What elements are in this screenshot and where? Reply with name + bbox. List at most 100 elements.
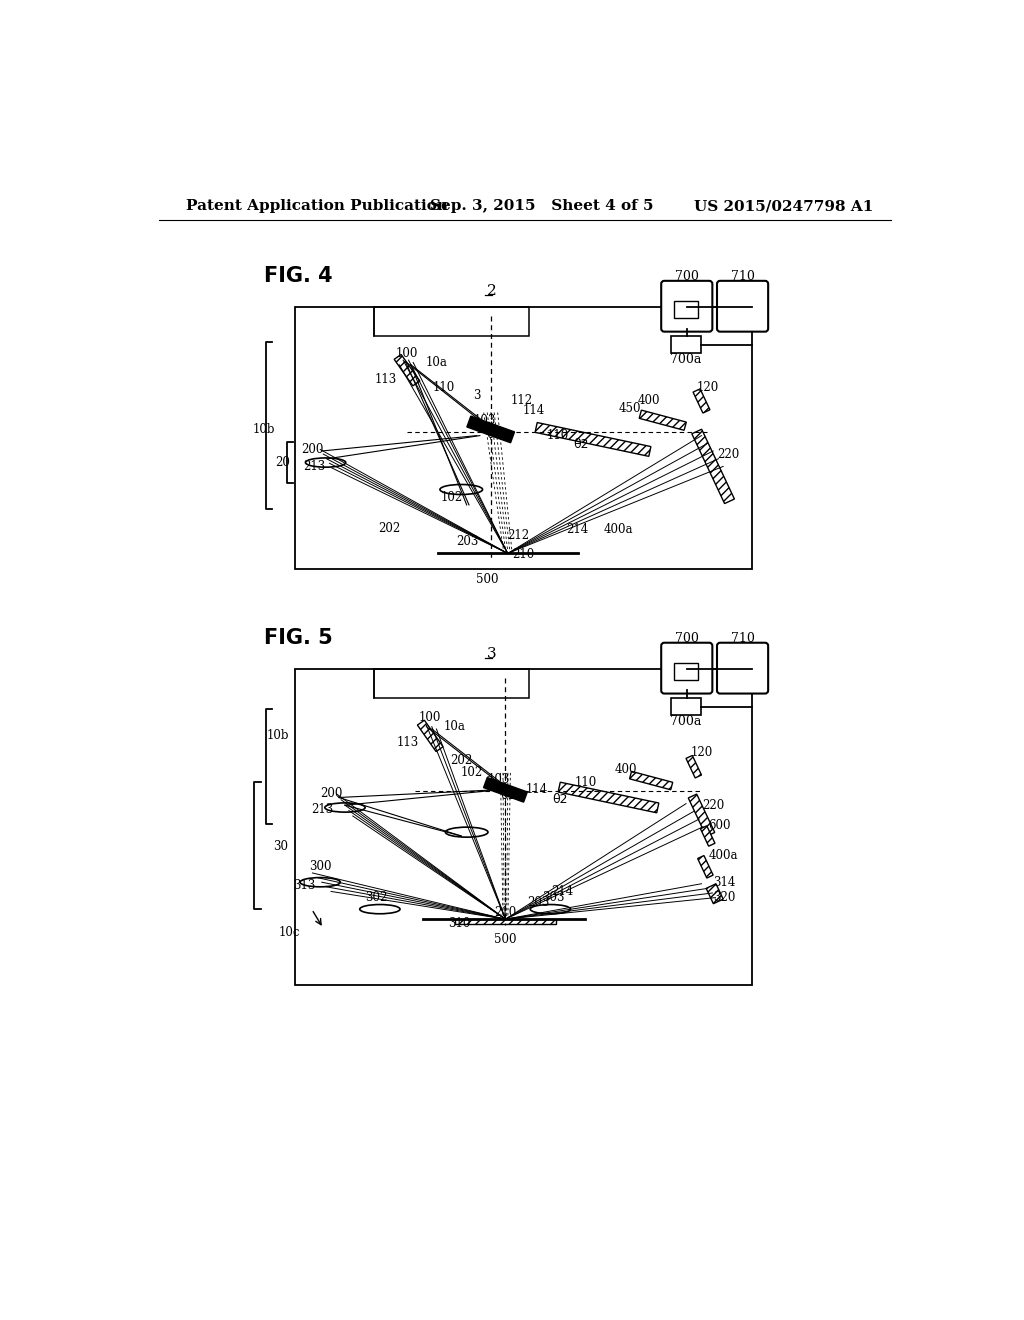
- Text: 30: 30: [273, 840, 288, 853]
- FancyBboxPatch shape: [662, 281, 713, 331]
- Text: 10a: 10a: [426, 356, 447, 370]
- Text: 10c: 10c: [279, 925, 300, 939]
- Text: θ2: θ2: [573, 438, 589, 451]
- Polygon shape: [697, 855, 713, 878]
- Text: 203: 203: [457, 536, 478, 548]
- Text: 600: 600: [708, 818, 730, 832]
- Text: 210: 210: [495, 907, 516, 920]
- Text: 400: 400: [615, 763, 638, 776]
- Bar: [375, 308, 529, 337]
- Text: 200: 200: [301, 444, 324, 455]
- Text: Sep. 3, 2015   Sheet 4 of 5: Sep. 3, 2015 Sheet 4 of 5: [430, 199, 653, 213]
- FancyBboxPatch shape: [662, 643, 713, 693]
- Text: 20: 20: [274, 455, 290, 469]
- Text: 700a: 700a: [671, 715, 701, 729]
- Text: 450: 450: [618, 403, 641, 416]
- Ellipse shape: [300, 878, 340, 887]
- Polygon shape: [692, 429, 734, 503]
- Text: 500: 500: [495, 933, 517, 946]
- Text: 212: 212: [507, 529, 528, 543]
- Text: 100: 100: [419, 711, 441, 723]
- Text: 302: 302: [365, 891, 387, 904]
- Text: 310: 310: [449, 916, 471, 929]
- Text: 320: 320: [714, 891, 736, 904]
- Text: 213: 213: [311, 804, 334, 816]
- Polygon shape: [536, 422, 651, 457]
- Text: θ2: θ2: [552, 792, 567, 805]
- Text: 10a: 10a: [444, 721, 466, 733]
- Text: 500: 500: [475, 573, 498, 586]
- Ellipse shape: [325, 803, 366, 812]
- Bar: [295, 669, 752, 985]
- Text: 3: 3: [473, 389, 480, 403]
- Text: 700a: 700a: [671, 354, 701, 366]
- Polygon shape: [467, 416, 514, 442]
- Text: FIG. 4: FIG. 4: [263, 267, 332, 286]
- Text: FIG. 5: FIG. 5: [263, 628, 333, 648]
- Text: 100: 100: [396, 347, 418, 360]
- Text: 314: 314: [714, 875, 736, 888]
- Text: 214: 214: [566, 523, 589, 536]
- Polygon shape: [700, 826, 715, 846]
- Text: 113: 113: [396, 735, 419, 748]
- Text: 103: 103: [487, 772, 510, 785]
- Text: 102: 102: [461, 767, 483, 779]
- Text: 112: 112: [511, 395, 532, 408]
- Polygon shape: [693, 389, 710, 413]
- Bar: [295, 308, 752, 569]
- Text: 400a: 400a: [709, 849, 738, 862]
- Text: 114: 114: [523, 404, 545, 417]
- Text: 200: 200: [321, 787, 343, 800]
- Text: US 2015/0247798 A1: US 2015/0247798 A1: [693, 199, 873, 213]
- Bar: [672, 337, 700, 354]
- Polygon shape: [707, 884, 723, 904]
- Polygon shape: [688, 795, 715, 837]
- Text: 10b: 10b: [252, 422, 274, 436]
- Text: 110: 110: [433, 381, 456, 395]
- Text: 3: 3: [486, 647, 497, 660]
- Text: 10b: 10b: [266, 730, 289, 742]
- Text: 114: 114: [525, 783, 548, 796]
- Text: 203: 203: [527, 896, 550, 908]
- Ellipse shape: [440, 484, 482, 495]
- Ellipse shape: [445, 828, 488, 837]
- Text: 113: 113: [375, 372, 397, 385]
- Text: 214: 214: [551, 884, 573, 898]
- Polygon shape: [639, 411, 686, 430]
- Text: θ1: θ1: [500, 789, 515, 803]
- Bar: [674, 663, 698, 680]
- Polygon shape: [394, 355, 420, 385]
- Ellipse shape: [530, 904, 570, 913]
- Text: 313: 313: [294, 879, 315, 892]
- Polygon shape: [455, 919, 556, 924]
- Text: 400a: 400a: [604, 523, 633, 536]
- Text: 210: 210: [512, 548, 535, 561]
- Text: 3: 3: [485, 776, 493, 788]
- Text: 103: 103: [473, 413, 496, 426]
- Text: 300: 300: [309, 861, 332, 874]
- Text: 400: 400: [638, 393, 660, 407]
- FancyBboxPatch shape: [717, 281, 768, 331]
- Text: 2: 2: [486, 284, 497, 298]
- Text: 710: 710: [731, 632, 755, 645]
- Text: Patent Application Publication: Patent Application Publication: [186, 199, 449, 213]
- Polygon shape: [558, 783, 658, 813]
- Polygon shape: [686, 755, 701, 777]
- Text: 303: 303: [543, 891, 564, 904]
- Text: 220: 220: [702, 799, 724, 812]
- Text: 710: 710: [731, 271, 755, 282]
- Polygon shape: [483, 777, 527, 803]
- Text: 202: 202: [451, 754, 472, 767]
- Text: 700: 700: [675, 271, 698, 282]
- Ellipse shape: [305, 458, 346, 467]
- Bar: [672, 698, 700, 715]
- Text: 700: 700: [675, 632, 698, 645]
- Bar: [674, 301, 698, 318]
- Polygon shape: [630, 771, 673, 789]
- Text: 110: 110: [574, 776, 596, 788]
- Bar: [375, 669, 529, 698]
- Text: 213: 213: [304, 459, 326, 473]
- Text: 110: 110: [547, 429, 569, 442]
- Text: 120: 120: [690, 746, 713, 759]
- FancyBboxPatch shape: [717, 643, 768, 693]
